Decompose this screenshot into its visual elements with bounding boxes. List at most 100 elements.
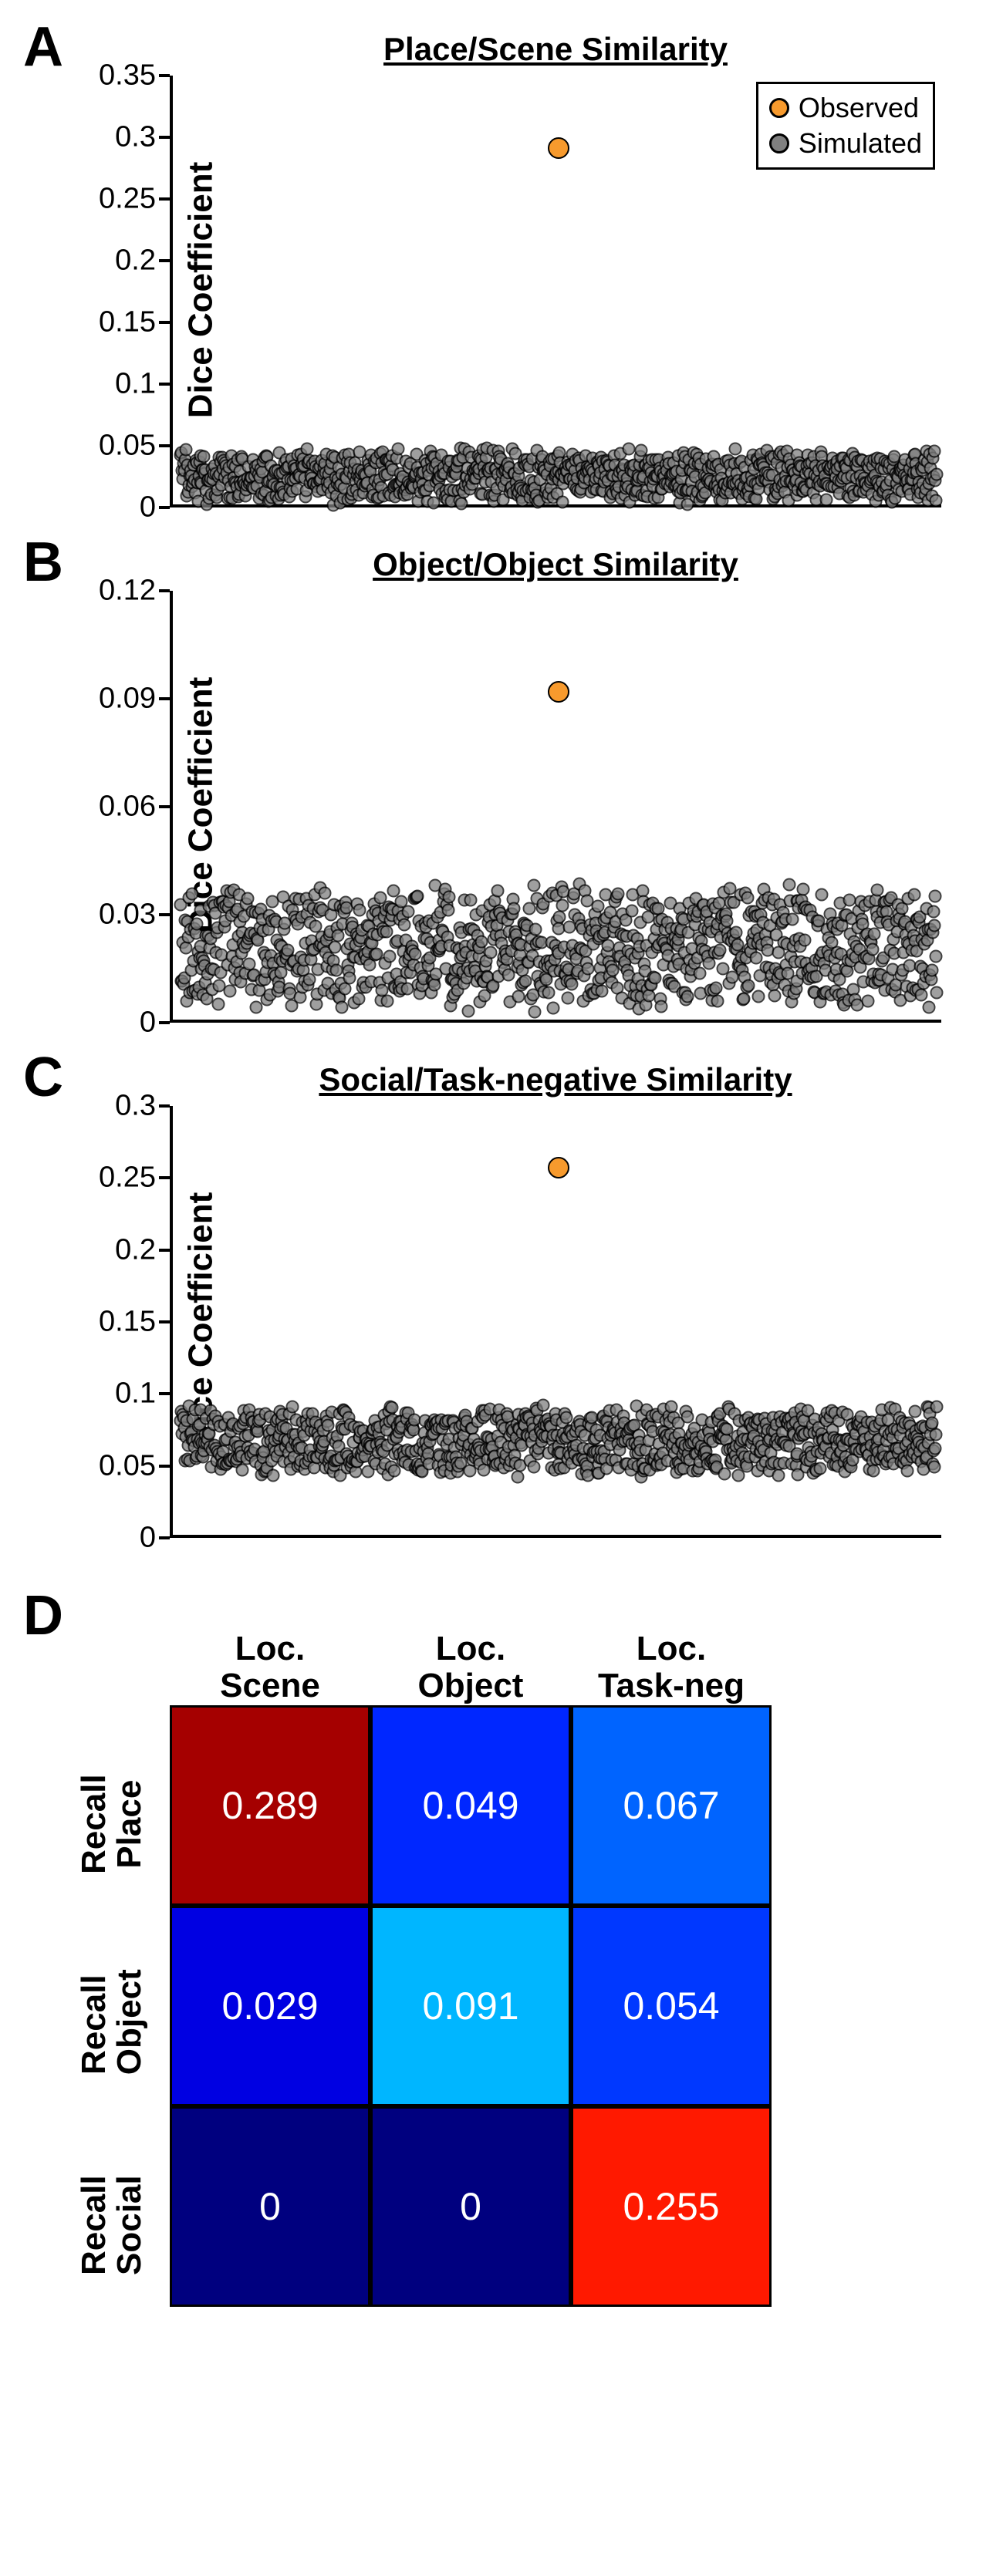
ytick-label: 0.09 bbox=[99, 683, 156, 716]
ytick bbox=[159, 1104, 170, 1108]
ytick bbox=[159, 805, 170, 808]
simulated-point bbox=[266, 1468, 279, 1482]
simulated-point bbox=[923, 1000, 936, 1013]
simulated-point bbox=[861, 995, 874, 1008]
heatmap-row-header: RecallObject bbox=[76, 1974, 147, 2075]
heatmap-row: RecallSocial000.255 bbox=[170, 2106, 972, 2307]
heatmap-cell: 0.054 bbox=[571, 1906, 772, 2106]
simulated-point bbox=[625, 904, 638, 917]
plot-area-A: Dice Coefficient Observed Simulated 00.0… bbox=[170, 76, 941, 507]
panel-D: D Loc.SceneLoc.ObjectLoc.Task-neg Recall… bbox=[31, 1630, 972, 2307]
simulated-point bbox=[461, 1004, 474, 1017]
panel-letter-D: D bbox=[23, 1584, 63, 1647]
simulated-point bbox=[813, 1462, 826, 1475]
heatmap-cell: 0.067 bbox=[571, 1705, 772, 1906]
simulated-point bbox=[179, 942, 192, 955]
observed-point bbox=[548, 681, 569, 703]
simulated-point bbox=[930, 986, 944, 999]
simulated-point bbox=[212, 998, 225, 1011]
scatter-B: Object/Object Similarity Dice Coefficien… bbox=[170, 546, 941, 1023]
ytick-label: 0.05 bbox=[99, 1449, 156, 1482]
simulated-point bbox=[343, 971, 356, 984]
legend-marker-simulated bbox=[769, 133, 789, 153]
ytick bbox=[159, 1021, 170, 1024]
simulated-point bbox=[464, 894, 477, 907]
simulated-point bbox=[928, 1461, 941, 1474]
simulated-point bbox=[612, 888, 625, 901]
ytick bbox=[159, 589, 170, 592]
simulated-point bbox=[930, 1428, 943, 1441]
ytick-label: 0.3 bbox=[115, 121, 156, 154]
panel-C: C Social/Task-negative Similarity Dice C… bbox=[31, 1061, 972, 1538]
simulated-point bbox=[329, 940, 342, 953]
heatmap-cell: 0.289 bbox=[170, 1705, 370, 1906]
simulated-point bbox=[782, 878, 795, 892]
simulated-point bbox=[867, 927, 880, 940]
scatter-C: Social/Task-negative Similarity Dice Coe… bbox=[170, 1061, 941, 1538]
plot-area-B: Dice Coefficient 00.030.060.090.12 bbox=[170, 591, 941, 1023]
simulated-point bbox=[528, 1461, 541, 1474]
heatmap-row-header: RecallPlace bbox=[76, 1774, 147, 1874]
heatmap-cell: 0.091 bbox=[370, 1906, 571, 2106]
simulated-point bbox=[223, 985, 236, 998]
simulated-point bbox=[926, 963, 939, 976]
legend-label-simulated: Simulated bbox=[799, 127, 922, 160]
simulated-point bbox=[338, 983, 351, 996]
simulated-point bbox=[930, 467, 944, 480]
panel-letter-A: A bbox=[23, 15, 63, 79]
simulated-point bbox=[335, 1001, 348, 1014]
legend-label-observed: Observed bbox=[799, 92, 919, 124]
simulated-point bbox=[785, 912, 799, 926]
simulated-point bbox=[709, 981, 722, 994]
heatmap-col-headers: Loc.SceneLoc.ObjectLoc.Task-neg bbox=[170, 1630, 972, 1705]
simulated-point bbox=[928, 444, 941, 457]
simulated-point bbox=[190, 917, 203, 930]
simulated-point bbox=[930, 494, 943, 507]
ytick bbox=[159, 444, 170, 447]
simulated-point bbox=[721, 914, 734, 927]
ytick-label: 0.25 bbox=[99, 1162, 156, 1195]
scatter-A: Place/Scene Similarity Dice Coefficient … bbox=[170, 31, 941, 507]
simulated-point bbox=[353, 903, 366, 916]
ylabel-A: Dice Coefficient bbox=[181, 162, 220, 419]
simulated-point bbox=[815, 888, 828, 902]
legend: Observed Simulated bbox=[756, 82, 935, 170]
simulated-point bbox=[907, 888, 920, 902]
simulated-point bbox=[185, 888, 198, 901]
simulated-point bbox=[752, 990, 765, 1003]
observed-point bbox=[548, 1157, 569, 1178]
panel-letter-C: C bbox=[23, 1046, 63, 1109]
simulated-point bbox=[542, 986, 555, 999]
simulated-point bbox=[322, 1418, 335, 1431]
simulated-point bbox=[772, 1469, 785, 1482]
simulated-point bbox=[562, 991, 575, 1004]
simulated-point bbox=[241, 892, 255, 905]
simulated-point bbox=[929, 890, 942, 903]
panel-B: B Object/Object Similarity Dice Coeffici… bbox=[31, 546, 972, 1023]
simulated-point bbox=[198, 450, 211, 463]
simulated-point bbox=[622, 442, 635, 455]
ytick-label: 0.05 bbox=[99, 430, 156, 463]
simulated-point bbox=[654, 1000, 667, 1013]
simulated-point bbox=[741, 891, 754, 904]
heatmap-row-header: RecallSocial bbox=[76, 2175, 147, 2275]
ytick-label: 0.25 bbox=[99, 183, 156, 216]
simulated-point bbox=[566, 978, 579, 991]
simulated-point bbox=[768, 990, 782, 1003]
simulated-point bbox=[819, 494, 832, 507]
simulated-point bbox=[870, 884, 883, 897]
ytick-label: 0.15 bbox=[99, 1306, 156, 1339]
simulated-point bbox=[387, 1465, 400, 1478]
simulated-point bbox=[799, 933, 812, 946]
ytick bbox=[159, 321, 170, 324]
simulated-point bbox=[797, 882, 810, 895]
heatmap-cell: 0.049 bbox=[370, 1705, 571, 1906]
simulated-point bbox=[546, 1001, 559, 1014]
heatmap-col-header: Loc.Object bbox=[370, 1630, 571, 1705]
simulated-point bbox=[741, 979, 755, 992]
ytick-label: 0 bbox=[140, 1522, 156, 1555]
heatmap-col-header: Loc.Scene bbox=[170, 1630, 370, 1705]
ytick-label: 0.3 bbox=[115, 1090, 156, 1123]
simulated-point bbox=[649, 971, 662, 984]
simulated-point bbox=[385, 1401, 398, 1414]
